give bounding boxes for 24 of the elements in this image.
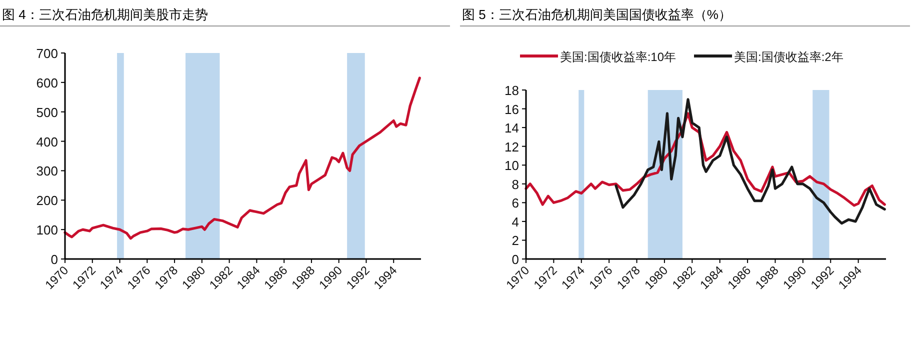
y-tick-label: 12 xyxy=(504,139,519,154)
line-series xyxy=(64,76,421,240)
line-series xyxy=(614,98,886,225)
y-tick-label: 16 xyxy=(504,102,519,117)
y-tick-label: 4 xyxy=(512,214,519,230)
y-tick-label: 14 xyxy=(504,120,519,136)
y-tick-label: 0 xyxy=(50,252,58,267)
y-tick-label: 0 xyxy=(512,252,519,267)
y-tick-label: 2 xyxy=(512,233,519,248)
y-tick-label: 8 xyxy=(512,176,519,192)
chart-title: 图 5：三次石油危机期间美国国债收益率（%） xyxy=(462,7,732,22)
y-tick-label: 500 xyxy=(36,104,58,120)
y-tick-label: 10 xyxy=(504,158,519,174)
chart-title: 图 4：三次石油危机期间美股市走势 xyxy=(2,7,208,22)
y-tick-label: 6 xyxy=(512,196,519,211)
y-tick-label: 700 xyxy=(36,46,58,61)
y-tick-label: 100 xyxy=(36,222,58,238)
y-tick-label: 300 xyxy=(36,164,58,179)
y-tick-label: 200 xyxy=(36,193,58,208)
y-tick-label: 18 xyxy=(504,83,519,98)
y-tick-label: 400 xyxy=(36,134,58,150)
legend-label: 美国:国债收益率:10年 xyxy=(560,50,676,64)
y-tick-label: 600 xyxy=(36,75,58,90)
legend-label: 美国:国债收益率:2年 xyxy=(734,50,844,64)
